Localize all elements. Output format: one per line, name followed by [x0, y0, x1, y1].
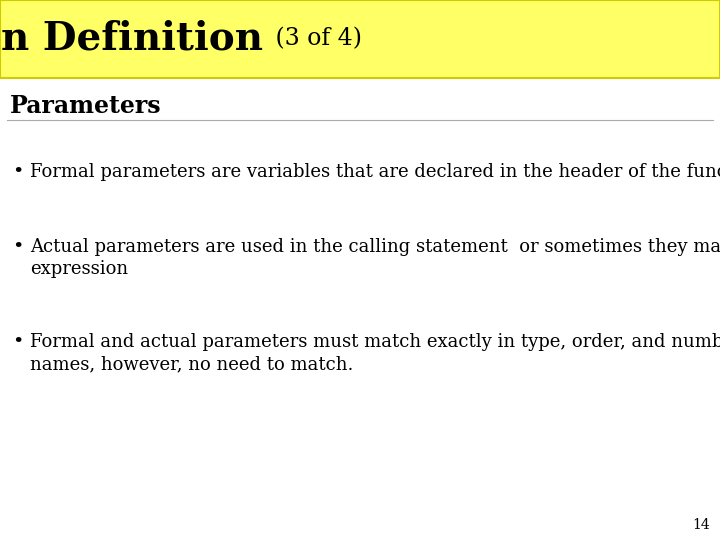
Text: 14: 14 [692, 518, 710, 532]
Text: Parameters: Parameters [10, 94, 161, 118]
Text: •: • [12, 333, 24, 351]
Text: •: • [12, 238, 24, 256]
Text: Formal and actual parameters must match exactly in type, order, and number.  The: Formal and actual parameters must match … [30, 333, 720, 351]
Text: (3 of 4): (3 of 4) [268, 28, 362, 51]
Text: Function Definition: Function Definition [0, 20, 263, 58]
Text: Actual parameters are used in the calling statement  or sometimes they may be  a: Actual parameters are used in the callin… [30, 238, 720, 256]
Text: names, however, no need to match.: names, however, no need to match. [30, 355, 354, 373]
Text: Formal parameters are variables that are declared in the header of the function : Formal parameters are variables that are… [30, 163, 720, 181]
Bar [0, 0, 720, 78]
Text: •: • [12, 163, 24, 181]
Text: expression: expression [30, 260, 128, 278]
